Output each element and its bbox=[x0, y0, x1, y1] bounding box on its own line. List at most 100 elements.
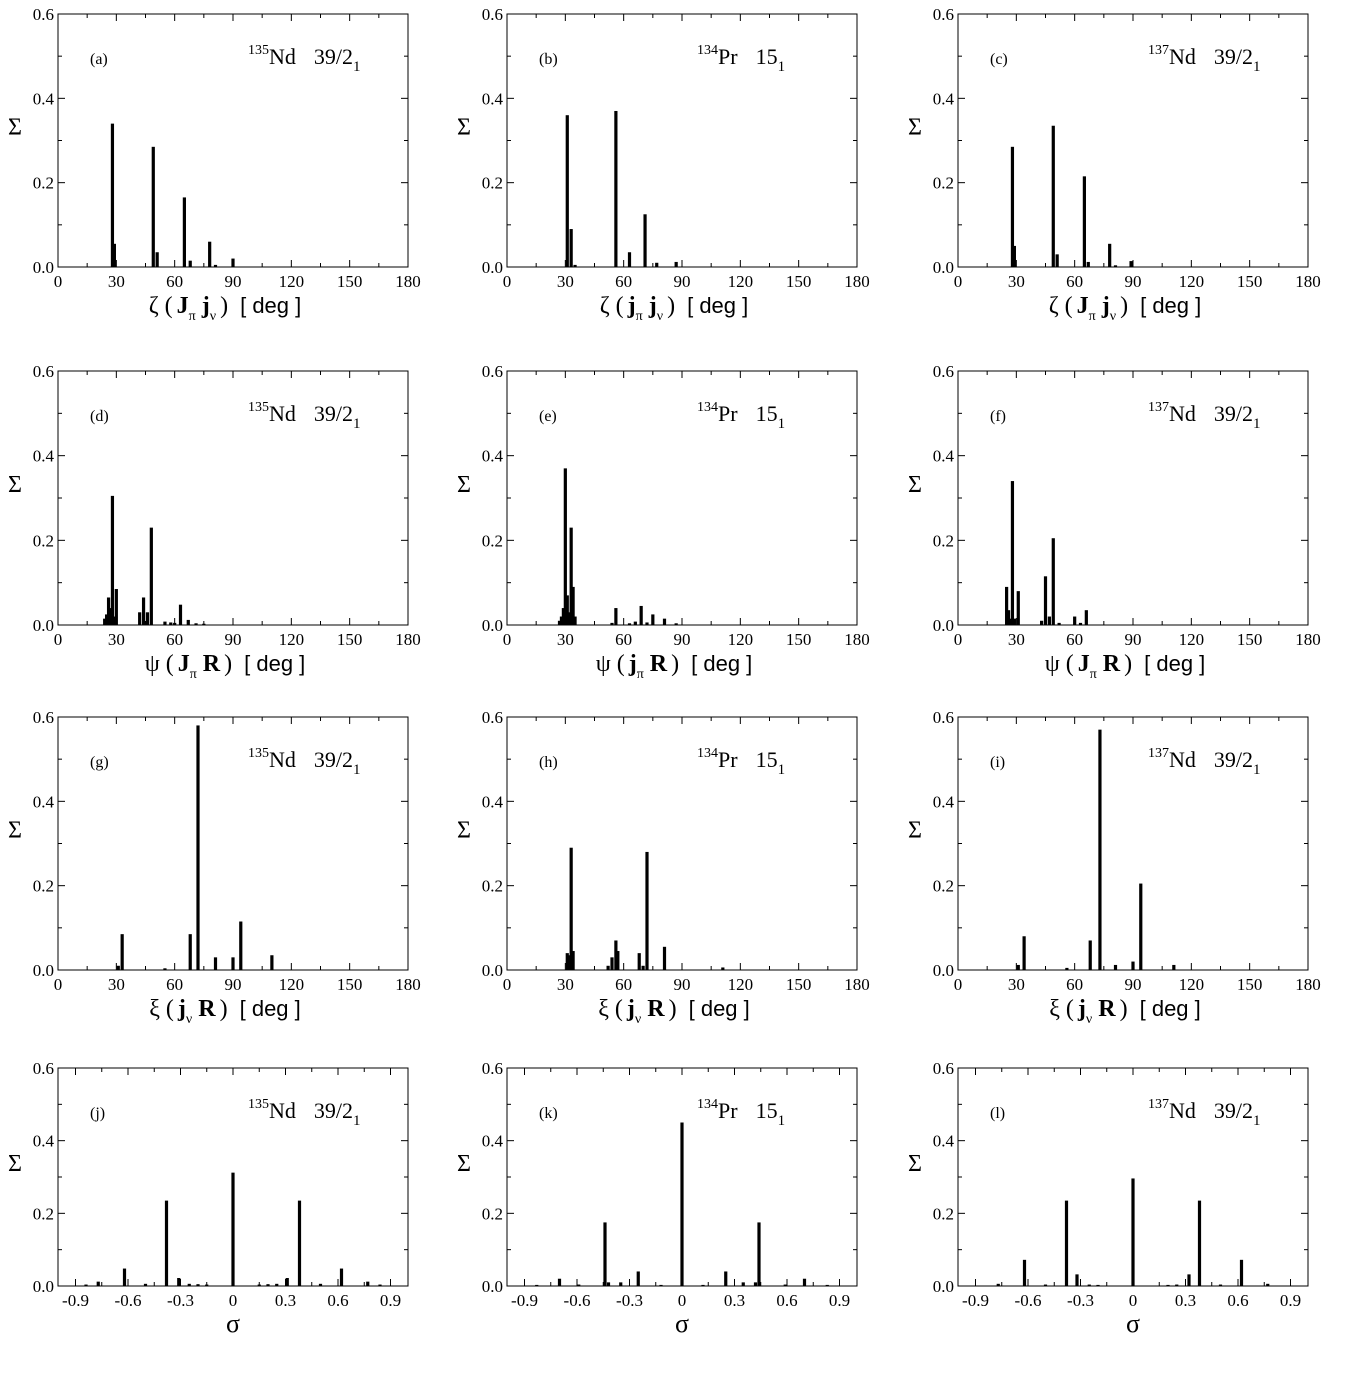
bar bbox=[1197, 1200, 1202, 1286]
bar bbox=[741, 1282, 745, 1286]
x-tick-label: 0.9 bbox=[1280, 1291, 1301, 1310]
y-tick-label: 0.6 bbox=[933, 708, 954, 727]
y-tick-label: 0.6 bbox=[482, 5, 503, 24]
x-axis-label: ξ (jν R) [ deg ] bbox=[1049, 996, 1201, 1027]
vector-1-sub: π bbox=[637, 667, 644, 682]
bar bbox=[557, 620, 562, 625]
x-tick-label: 0.9 bbox=[829, 1291, 850, 1310]
state-value: 39/2 bbox=[314, 401, 353, 426]
x-axis-label: ψ (Jπ R) [ deg ] bbox=[145, 651, 306, 682]
x-tick-label: 120 bbox=[279, 975, 305, 994]
bar bbox=[169, 622, 173, 625]
x-tick-label: 90 bbox=[225, 272, 242, 291]
vector-1: j bbox=[628, 651, 637, 677]
x-tick-label: -0.3 bbox=[1067, 1291, 1094, 1310]
chart-panel-b: 0.0 0.2 0.4 0.6 0 30 60 90 120 150 180 Σ (b) 134Pr 151… bbox=[457, 5, 870, 324]
angle-symbol: ζ ( bbox=[149, 293, 173, 319]
bar bbox=[802, 1278, 807, 1286]
bar bbox=[996, 1283, 1000, 1286]
bar bbox=[645, 851, 649, 970]
mass-number: 137 bbox=[1148, 746, 1169, 761]
bar bbox=[825, 1284, 829, 1286]
mass-number: 134 bbox=[697, 746, 718, 761]
state-value: 39/2 bbox=[314, 44, 353, 69]
y-tick-label: 0.6 bbox=[933, 5, 954, 24]
y-tick-label: 0.6 bbox=[933, 362, 954, 381]
bar bbox=[1131, 961, 1135, 970]
x-tick-label: 30 bbox=[557, 975, 574, 994]
unit-label: [ deg ] bbox=[691, 651, 752, 676]
x-tick-label: 60 bbox=[1066, 630, 1083, 649]
x-axis-label: ξ (jν R) [ deg ] bbox=[149, 996, 301, 1027]
chart-panel-k: 0.0 0.2 0.4 0.6 -0.9 -0.6 -0.3 0 0.3 0.6 0.9 Σ (k) 13… bbox=[457, 1059, 858, 1338]
x-tick-label: 0 bbox=[54, 975, 63, 994]
mass-number: 135 bbox=[248, 746, 269, 761]
y-tick-label: 0.4 bbox=[933, 792, 955, 811]
chart-panel-a: 0.0 0.2 0.4 0.6 0 30 60 90 120 150 180 Σ (a) 135Nd 39/… bbox=[8, 5, 421, 324]
plot-frame bbox=[57, 13, 409, 268]
bar bbox=[1218, 1284, 1223, 1286]
chart-panel-j: 0.0 0.2 0.4 0.6 -0.9 -0.6 -0.3 0 0.3 0.6 0.9 Σ (j) 13… bbox=[8, 1059, 409, 1338]
y-tick-label: 0.4 bbox=[482, 447, 504, 466]
x-tick-label: 30 bbox=[1008, 630, 1025, 649]
y-tick-label: 0.4 bbox=[482, 1132, 504, 1151]
y-tick-label: 0.6 bbox=[33, 708, 54, 727]
x-tick-label: 30 bbox=[1008, 975, 1025, 994]
angle-symbol: ξ ( bbox=[1049, 996, 1074, 1022]
mass-number: 135 bbox=[248, 1097, 269, 1112]
x-tick-label: 90 bbox=[674, 975, 691, 994]
x-tick-label: 90 bbox=[225, 975, 242, 994]
bar bbox=[1113, 265, 1118, 267]
bar bbox=[1012, 618, 1016, 625]
bar bbox=[141, 597, 146, 625]
paren-close: ) bbox=[220, 293, 228, 319]
y-tick-label: 0.0 bbox=[33, 1277, 54, 1296]
bar bbox=[573, 264, 577, 267]
bar bbox=[149, 527, 153, 625]
state-value: 15 bbox=[756, 44, 778, 69]
x-tick-label: 60 bbox=[615, 630, 632, 649]
nucleus-symbol: Nd bbox=[269, 1098, 296, 1123]
angle-symbol: ψ ( bbox=[596, 651, 625, 677]
x-axis-label: σ bbox=[226, 1309, 240, 1338]
state-subscript: 1 bbox=[1253, 1113, 1261, 1129]
bar bbox=[112, 616, 116, 625]
bar bbox=[1075, 1274, 1079, 1286]
bar bbox=[114, 589, 118, 625]
bar bbox=[231, 1172, 235, 1286]
bar bbox=[565, 595, 569, 625]
bar bbox=[753, 1282, 758, 1286]
y-tick-label: 0.2 bbox=[33, 174, 54, 193]
bar bbox=[187, 1283, 191, 1286]
x-tick-label: 0 bbox=[954, 975, 963, 994]
vector-1: j bbox=[177, 996, 186, 1022]
bar bbox=[577, 1284, 581, 1286]
chart-panel-h: 0.0 0.2 0.4 0.6 0 30 60 90 120 150 180 Σ (h) 134Pr 151… bbox=[457, 708, 870, 1027]
x-tick-label: 0.6 bbox=[327, 1291, 348, 1310]
bar bbox=[1172, 964, 1176, 970]
x-tick-label: 120 bbox=[1179, 272, 1205, 291]
bar bbox=[616, 951, 620, 970]
bar bbox=[627, 623, 632, 625]
x-tick-label: 180 bbox=[844, 630, 870, 649]
bar bbox=[1175, 1284, 1179, 1286]
chart-panel-l: 0.0 0.2 0.4 0.6 -0.9 -0.6 -0.3 0 0.3 0.6 0.9 Σ (l) 13… bbox=[908, 1059, 1309, 1338]
bar bbox=[627, 252, 632, 267]
x-tick-label: 0 bbox=[503, 272, 512, 291]
y-axis-label: Σ bbox=[8, 818, 22, 844]
paren-close: ) bbox=[224, 651, 232, 677]
x-tick-label: -0.9 bbox=[62, 1291, 89, 1310]
bar bbox=[103, 618, 107, 625]
y-tick-label: 0.6 bbox=[33, 5, 54, 24]
state-value: 39/2 bbox=[314, 747, 353, 772]
panel-label: (e) bbox=[539, 408, 557, 425]
paren-close: ) bbox=[671, 651, 679, 677]
unit-label: [ deg ] bbox=[1140, 996, 1201, 1021]
x-tick-label: 180 bbox=[844, 975, 870, 994]
state-value: 39/2 bbox=[1214, 401, 1253, 426]
y-tick-label: 0.2 bbox=[482, 531, 503, 550]
bar bbox=[606, 1282, 611, 1286]
nucleus-symbol: Nd bbox=[1169, 747, 1196, 772]
y-tick-label: 0.4 bbox=[933, 89, 955, 108]
bar bbox=[1098, 729, 1102, 970]
